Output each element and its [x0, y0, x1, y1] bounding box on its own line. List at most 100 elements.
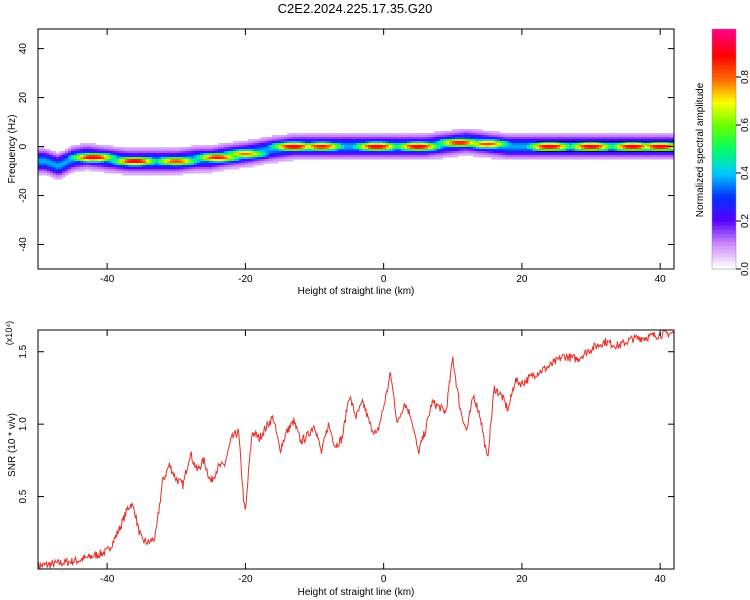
heatmap-cell — [95, 155, 99, 158]
heatmap-cell — [227, 165, 231, 168]
heatmap-cell — [116, 159, 120, 162]
heatmap-cell — [581, 139, 585, 142]
heatmap-cell — [98, 165, 102, 168]
colorbar-band — [712, 57, 736, 62]
heatmap-cell — [356, 135, 360, 138]
heatmap-cell — [341, 147, 345, 150]
heatmap-cell — [605, 141, 609, 144]
heatmap-cell — [317, 145, 321, 148]
heatmap-cell — [251, 157, 255, 160]
heatmap-cell — [311, 135, 315, 138]
heatmap-cell — [80, 163, 84, 166]
heatmap-cell — [215, 147, 219, 150]
heatmap-cell — [497, 145, 501, 148]
heatmap-cell — [134, 149, 138, 152]
heatmap-cell — [50, 161, 54, 164]
heatmap-cell — [464, 133, 468, 136]
heatmap-cell — [389, 151, 393, 154]
heatmap-cell — [563, 135, 567, 138]
colorbar-frame — [711, 28, 737, 270]
heatmap-cell — [623, 147, 627, 150]
heatmap-cell — [494, 151, 498, 154]
heatmap-cell — [458, 145, 462, 148]
heatmap-cell — [296, 135, 300, 138]
heatmap-cell — [293, 135, 297, 138]
heatmap-cell — [110, 149, 114, 152]
heatmap-cell — [134, 157, 138, 160]
heatmap-cell — [470, 141, 474, 144]
heatmap-cell — [488, 149, 492, 152]
heatmap-cell — [605, 135, 609, 138]
heatmap-cell — [269, 155, 273, 158]
heatmap-cell — [212, 161, 216, 164]
heatmap-cell — [197, 159, 201, 162]
colorbar-tick-label: 0.8 — [740, 70, 750, 84]
heatmap-cell — [461, 143, 465, 146]
heatmap-cell — [179, 171, 183, 174]
heatmap-cell — [242, 155, 246, 158]
heatmap-cell — [545, 145, 549, 148]
heatmap-cell — [242, 145, 246, 148]
heatmap-cell — [485, 143, 489, 146]
heatmap-cell — [167, 161, 171, 164]
heatmap-cell — [554, 147, 558, 150]
heatmap-cell — [44, 151, 48, 154]
heatmap-cell — [236, 167, 240, 170]
heatmap-cell — [56, 173, 60, 176]
heatmap-cell — [293, 133, 297, 136]
heatmap-cell — [266, 159, 270, 162]
heatmap-cell — [665, 143, 669, 146]
heatmap-cell — [554, 157, 558, 160]
heatmap-cell — [659, 155, 663, 158]
heatmap-cell — [293, 137, 297, 140]
heatmap-cell — [518, 157, 522, 160]
heatmap-cell — [254, 163, 258, 166]
heatmap-cell — [434, 137, 438, 140]
heatmap-cell — [449, 133, 453, 136]
heatmap-cell — [380, 155, 384, 158]
heatmap-cell — [419, 143, 423, 146]
heatmap-cell — [353, 151, 357, 154]
heatmap-cell — [227, 153, 231, 156]
heatmap-cell — [599, 143, 603, 146]
heatmap-cell — [614, 153, 618, 156]
heatmap-cell — [128, 153, 132, 156]
heatmap-cell — [476, 129, 480, 132]
heatmap-cell — [92, 155, 96, 158]
heatmap-cell — [332, 141, 336, 144]
heatmap-cell — [311, 145, 315, 148]
heatmap-cell — [284, 143, 288, 146]
heatmap-cell — [380, 143, 384, 146]
heatmap-cell — [281, 141, 285, 144]
heatmap-cell — [185, 171, 189, 174]
heatmap-cell — [257, 161, 261, 164]
heatmap-cell — [191, 149, 195, 152]
heatmap-cell — [110, 151, 114, 154]
heatmap-cell — [227, 161, 231, 164]
heatmap-cell — [611, 153, 615, 156]
heatmap-cell — [377, 139, 381, 142]
heatmap-cell — [629, 157, 633, 160]
heatmap-cell — [170, 159, 174, 162]
heatmap-cell — [239, 163, 243, 166]
heatmap-cell — [185, 159, 189, 162]
heatmap-cell — [548, 133, 552, 136]
heatmap-cell — [278, 157, 282, 160]
heatmap-cell — [116, 151, 120, 154]
heatmap-cell — [332, 147, 336, 150]
heatmap-cell — [599, 157, 603, 160]
heatmap-cell — [635, 155, 639, 158]
heatmap-cell — [644, 149, 648, 152]
snr-series-line — [38, 330, 674, 569]
heatmap-cell — [647, 139, 651, 142]
heatmap-cell — [47, 163, 51, 166]
heatmap-cell — [257, 153, 261, 156]
heatmap-cell — [599, 145, 603, 148]
heatmap-cell — [113, 167, 117, 170]
heatmap-cell — [662, 141, 666, 144]
colorbar-tick-label: 0.2 — [740, 214, 750, 228]
heatmap-cell — [56, 159, 60, 162]
heatmap-cell — [458, 135, 462, 138]
heatmap-cell — [533, 157, 537, 160]
heatmap-cell — [263, 137, 267, 140]
